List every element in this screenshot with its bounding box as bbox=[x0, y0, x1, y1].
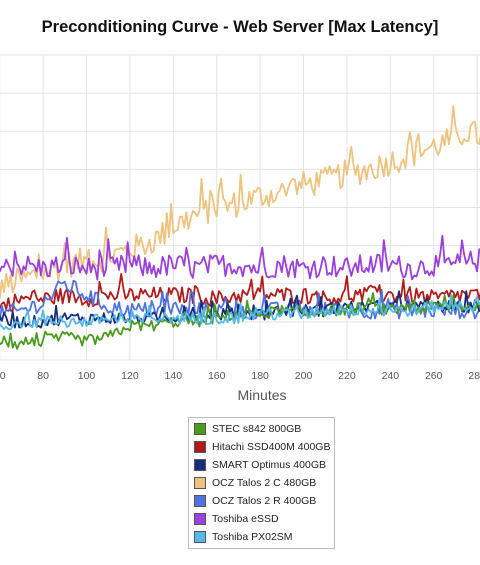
legend-swatch bbox=[194, 495, 206, 507]
legend-item[interactable]: OCZ Talos 2 R 400GB bbox=[189, 492, 334, 510]
x-tick-label: 140 bbox=[165, 370, 183, 382]
legend-item[interactable]: Toshiba eSSD bbox=[189, 510, 334, 528]
legend-label: Toshiba eSSD bbox=[212, 513, 279, 525]
x-tick-label: 80 bbox=[37, 370, 49, 382]
x-tick-label: 180 bbox=[251, 370, 269, 382]
x-tick-label: 100 bbox=[78, 370, 96, 382]
x-tick-label: 200 bbox=[295, 370, 313, 382]
series-line-3 bbox=[0, 105, 480, 300]
legend-label: SMART Optimus 400GB bbox=[212, 459, 326, 471]
legend-item[interactable]: SMART Optimus 400GB bbox=[189, 456, 334, 474]
legend-item[interactable]: Toshiba PX02SM bbox=[189, 528, 334, 546]
legend-item[interactable]: Hitachi SSD400M 400GB bbox=[189, 438, 334, 456]
legend-swatch bbox=[194, 441, 206, 453]
legend-swatch bbox=[194, 423, 206, 435]
series-lines bbox=[0, 105, 480, 350]
series-line-6 bbox=[0, 294, 480, 330]
series-line-5 bbox=[0, 234, 480, 281]
x-tick-labels: 60 80 100 120 140 160 180 200 220 240 260 280 bbox=[0, 370, 480, 382]
chart-legend: STEC s842 800GB Hitachi SSD400M 400GB SMAR… bbox=[188, 417, 335, 549]
x-tick-label: 120 bbox=[121, 370, 139, 382]
legend-swatch bbox=[194, 477, 206, 489]
legend-item[interactable]: STEC s842 800GB bbox=[189, 420, 334, 438]
legend-label: OCZ Talos 2 R 400GB bbox=[212, 495, 317, 507]
chart-title: Preconditioning Curve - Web Server [Max … bbox=[41, 18, 439, 36]
x-tick-label: 220 bbox=[338, 370, 356, 382]
x-tick-label: 60 bbox=[0, 370, 6, 382]
x-tick-label: 240 bbox=[382, 370, 400, 382]
legend-item[interactable]: OCZ Talos 2 C 480GB bbox=[189, 474, 334, 492]
x-tick-label: 280 bbox=[468, 370, 480, 382]
legend-label: Toshiba PX02SM bbox=[212, 531, 293, 543]
legend-swatch bbox=[194, 459, 206, 471]
x-tick-label: 260 bbox=[425, 370, 443, 382]
legend-label: OCZ Talos 2 C 480GB bbox=[212, 477, 317, 489]
legend-swatch bbox=[194, 531, 206, 543]
x-tick-label: 160 bbox=[208, 370, 226, 382]
x-axis-label: Minutes bbox=[237, 387, 287, 403]
legend-swatch bbox=[194, 513, 206, 525]
series-line-1 bbox=[0, 273, 480, 312]
legend-label: Hitachi SSD400M 400GB bbox=[212, 441, 331, 453]
legend-label: STEC s842 800GB bbox=[212, 423, 302, 435]
